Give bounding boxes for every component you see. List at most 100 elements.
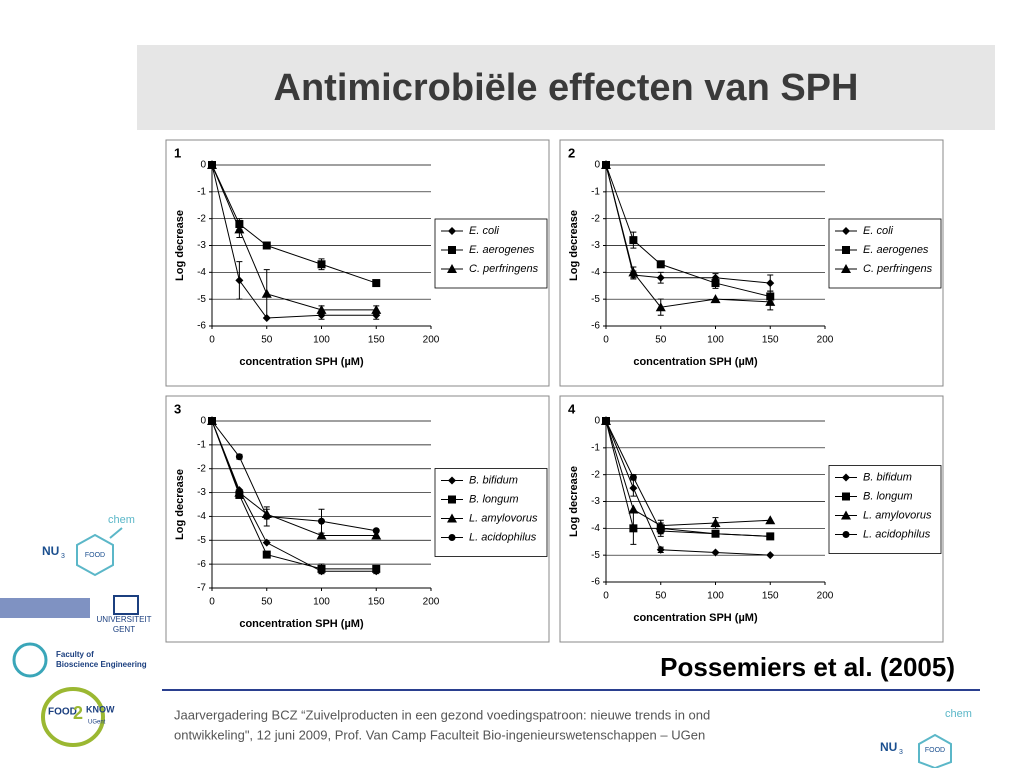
marker: [371, 304, 382, 314]
marker: [372, 527, 380, 535]
citation: Possemiers et al. (2005): [660, 652, 955, 682]
y-tick-label: -3: [591, 496, 600, 507]
y-tick-label: -7: [197, 583, 206, 594]
y-tick-label: -6: [591, 321, 600, 332]
nu3-logo: chem NU 3 FOOD: [42, 514, 135, 577]
ugent-logo: UNIVERSITEIT GENT: [0, 595, 152, 634]
marker: [263, 512, 271, 520]
panel-label: 2: [568, 145, 575, 160]
legend-marker: [448, 476, 456, 485]
y-tick-label: -2: [591, 469, 600, 480]
legend-label: B. bifidum: [469, 474, 518, 486]
chart: 10-1-2-3-4-5-60 50 100 150 200concentration …: [165, 139, 550, 387]
marker: [601, 160, 611, 169]
y-tick-label: 0: [200, 160, 206, 171]
y-axis-title: Log decrease: [174, 469, 186, 540]
marker: [765, 296, 776, 306]
marker: [262, 550, 271, 559]
logo-text: KNOW: [86, 704, 115, 714]
legend-marker: [842, 492, 850, 501]
logo-text: chem: [945, 708, 972, 720]
marker: [628, 267, 639, 277]
y-axis-title: Log decrease: [568, 210, 580, 281]
chart: 40-1-2-3-4-5-60 50 100 150 200concentration …: [559, 395, 944, 643]
faculty-logo: Faculty of Bioscience Engineering: [12, 642, 147, 678]
y-tick-label: -3: [591, 240, 600, 251]
y-tick-label: -1: [197, 186, 206, 197]
x-axis-title: concentration SPH (µM): [633, 612, 758, 624]
y-tick-label: 0: [594, 160, 600, 171]
logo-text: 2: [73, 703, 83, 723]
marker: [656, 545, 665, 554]
logo-text: NU: [42, 544, 59, 558]
x-tick-label: 0: [209, 597, 215, 608]
marker: [766, 279, 775, 288]
x-tick-label: 100: [313, 335, 330, 346]
y-tick-label: -1: [591, 442, 600, 453]
x-tick-label: 100: [313, 597, 330, 608]
logo-text: FOOD: [85, 552, 105, 559]
marker: [765, 515, 776, 525]
logo-text: UGent: [88, 720, 106, 726]
marker: [261, 288, 272, 298]
y-tick-label: 0: [594, 416, 600, 427]
panel-label: 1: [174, 145, 181, 160]
marker: [318, 517, 325, 525]
y-tick-label: -3: [197, 240, 206, 251]
marker: [235, 453, 243, 461]
legend-label: C. perfringens: [863, 263, 933, 275]
y-tick-label: -4: [197, 267, 206, 278]
legend-marker: [448, 227, 456, 235]
x-tick-label: 150: [762, 335, 779, 346]
x-tick-label: 150: [368, 335, 385, 346]
marker: [372, 279, 381, 288]
logo-text: chem: [108, 514, 135, 526]
legend-marker: [842, 473, 850, 482]
y-tick-label: -3: [197, 487, 206, 498]
x-tick-label: 150: [368, 597, 385, 608]
legend-label: E. coli: [863, 225, 894, 237]
y-tick-label: -2: [197, 213, 206, 224]
x-axis-title: concentration SPH (µM): [633, 356, 758, 368]
legend-marker: [447, 264, 457, 273]
x-axis-title: concentration SPH (µM): [239, 356, 364, 368]
y-tick-label: -1: [591, 186, 600, 197]
legend-label: B. bifidum: [863, 471, 912, 483]
marker: [317, 260, 326, 269]
marker: [316, 304, 327, 314]
marker: [655, 302, 666, 312]
logo-text: Bioscience Engineering: [56, 660, 147, 669]
legend-marker: [448, 534, 456, 541]
marker: [629, 484, 638, 493]
marker: [234, 224, 245, 234]
legend-marker: [841, 510, 851, 520]
logo-text: 3: [899, 749, 903, 756]
legend-label: E. aerogenes: [863, 244, 929, 256]
legend-label: C. perfringens: [469, 263, 539, 275]
y-tick-label: -4: [197, 511, 206, 522]
marker: [371, 530, 382, 540]
logo-text: NU: [880, 740, 897, 754]
x-tick-label: 50: [261, 335, 273, 346]
marker: [629, 236, 638, 245]
y-tick-label: -1: [197, 439, 206, 450]
marker: [710, 517, 721, 527]
nu3-logo: chem NU 3 FOOD: [880, 708, 972, 768]
y-tick-label: 0: [200, 416, 206, 427]
footer-line: ontwikkeling", 12 juni 2009, Prof. Van C…: [174, 727, 705, 742]
marker: [711, 279, 720, 288]
y-tick-label: -6: [197, 559, 206, 570]
marker: [766, 532, 774, 540]
chart: 30-1-2-3-4-5-6-70 50 100 150 200concentratio…: [165, 395, 550, 643]
marker: [629, 473, 637, 481]
legend-label: B. longum: [469, 493, 519, 505]
slide-title: Antimicrobiële effecten van SPH: [274, 67, 859, 109]
marker: [629, 524, 638, 533]
marker: [602, 417, 610, 425]
marker: [628, 504, 639, 514]
legend-box: [434, 468, 548, 557]
y-tick-label: -5: [197, 535, 206, 546]
x-tick-label: 0: [603, 591, 609, 602]
x-tick-label: 0: [209, 335, 215, 346]
marker: [656, 273, 665, 282]
